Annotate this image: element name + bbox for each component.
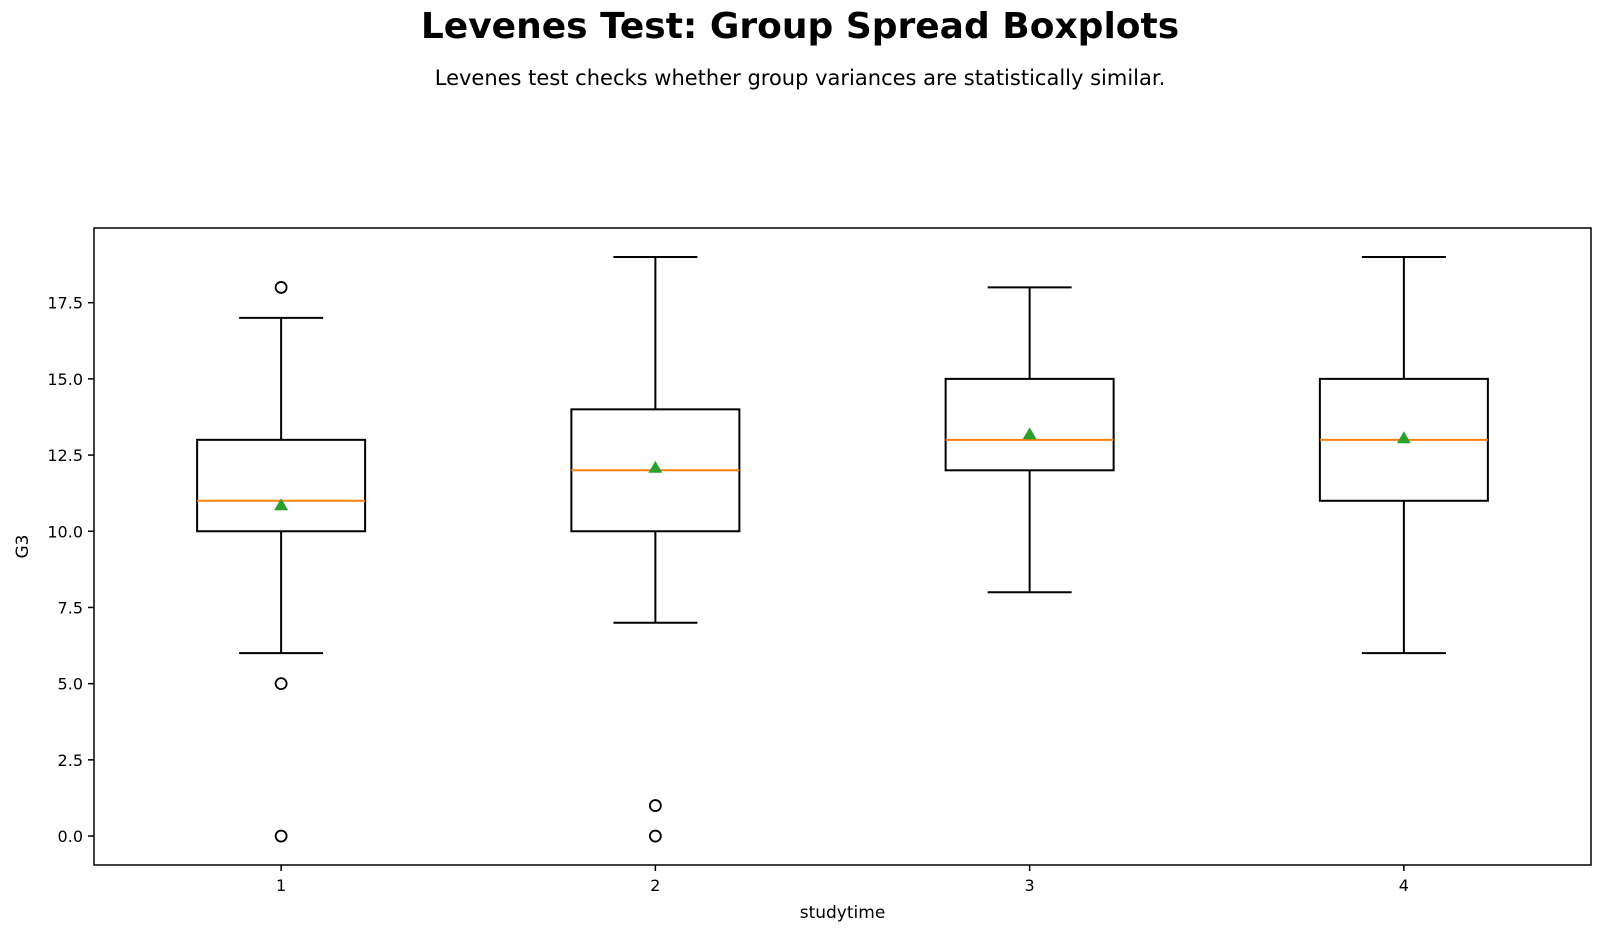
plot-frame — [93, 227, 1592, 866]
chart-title: Levenes Test: Group Spread Boxplots — [420, 6, 1180, 47]
y-tick-label: 12.5 — [47, 446, 83, 465]
outlier-point — [648, 799, 662, 812]
y-tick-label: 7.5 — [58, 598, 83, 617]
y-tick-label: 17.5 — [47, 294, 83, 313]
mean-marker — [1022, 427, 1037, 440]
outlier-point — [274, 281, 288, 294]
x-tick-label: 1 — [276, 876, 286, 895]
x-tick-label: 3 — [1025, 876, 1035, 895]
box-group-4 — [1318, 255, 1489, 655]
y-tick-label: 10.0 — [47, 522, 83, 541]
y-tick-label: 0.0 — [58, 827, 83, 846]
x-axis-label: studytime — [800, 903, 886, 923]
box — [944, 377, 1115, 472]
y-tick-label: 5.0 — [58, 675, 83, 694]
x-tick-label: 2 — [650, 876, 660, 895]
box-group-2 — [570, 255, 741, 843]
box-group-3 — [944, 286, 1115, 594]
outlier-point — [648, 829, 662, 843]
mean-marker — [274, 498, 289, 511]
x-tick-label: 4 — [1399, 876, 1409, 895]
y-tick-label: 2.5 — [58, 751, 83, 770]
outlier-point — [274, 677, 288, 691]
box-group-1 — [196, 281, 367, 843]
boxes-layer — [196, 255, 1489, 843]
chart-subtitle: Levenes test checks whether group varian… — [434, 66, 1166, 90]
x-axis: 1 2 3 4 — [276, 865, 1409, 895]
box — [196, 438, 367, 533]
mean-marker — [648, 460, 663, 473]
y-axis: 0.0 2.5 5.0 7.5 10.0 12.5 15.0 17.5 — [47, 294, 94, 846]
y-tick-label: 15.0 — [47, 370, 83, 389]
y-axis-label: G3 — [13, 535, 33, 559]
outlier-point — [274, 829, 288, 843]
mean-marker — [1396, 431, 1411, 444]
